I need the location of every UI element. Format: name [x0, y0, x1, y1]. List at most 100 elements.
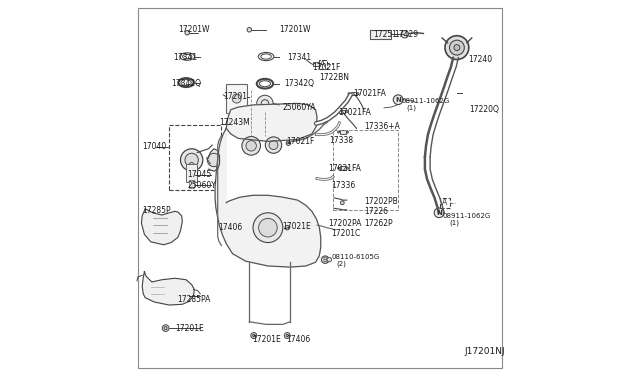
Text: 17201C: 17201C: [331, 229, 360, 238]
Polygon shape: [142, 272, 195, 305]
Bar: [229, 121, 236, 127]
Circle shape: [269, 141, 278, 150]
Polygon shape: [227, 103, 317, 141]
Circle shape: [394, 95, 403, 105]
Circle shape: [259, 218, 277, 237]
Circle shape: [207, 153, 221, 167]
Circle shape: [185, 31, 189, 35]
Circle shape: [251, 333, 257, 339]
Circle shape: [327, 257, 332, 262]
Bar: [339, 110, 346, 113]
Circle shape: [346, 131, 349, 133]
Text: 17342Q: 17342Q: [285, 79, 315, 88]
Text: 17220Q: 17220Q: [468, 105, 499, 114]
Text: 17226: 17226: [364, 207, 388, 216]
Text: 08110-6105G: 08110-6105G: [331, 254, 380, 260]
Bar: [170, 125, 221, 190]
Text: 17021F: 17021F: [286, 137, 314, 146]
Text: N: N: [436, 210, 442, 216]
Circle shape: [434, 208, 444, 218]
Text: B: B: [323, 257, 328, 263]
Bar: [351, 92, 356, 95]
Bar: [370, 30, 390, 39]
Text: 17201E: 17201E: [175, 324, 204, 333]
Bar: [333, 130, 397, 210]
Circle shape: [232, 94, 241, 103]
Text: 17201W: 17201W: [279, 25, 310, 34]
Text: A: A: [321, 60, 326, 69]
Text: 17285PA: 17285PA: [177, 295, 210, 304]
Text: 17202PB: 17202PB: [364, 197, 397, 206]
Circle shape: [346, 167, 349, 169]
Text: N: N: [395, 97, 401, 103]
Bar: [312, 62, 319, 66]
Circle shape: [257, 95, 273, 112]
Circle shape: [253, 213, 283, 243]
Text: 17251: 17251: [373, 30, 397, 39]
Circle shape: [189, 163, 195, 169]
Circle shape: [247, 28, 252, 32]
Circle shape: [348, 93, 350, 95]
Text: 17201: 17201: [223, 92, 247, 101]
Circle shape: [449, 40, 465, 55]
Text: (2): (2): [337, 261, 346, 267]
Text: 17201W: 17201W: [178, 25, 209, 34]
Circle shape: [180, 149, 203, 171]
Text: (1): (1): [449, 220, 460, 227]
Circle shape: [454, 45, 460, 51]
Text: 17202PA: 17202PA: [328, 219, 362, 228]
Bar: [186, 164, 197, 182]
Text: 17243M: 17243M: [219, 118, 250, 126]
Text: 25060Y: 25060Y: [187, 181, 216, 190]
Text: 17201E: 17201E: [252, 335, 281, 344]
Bar: [340, 130, 346, 134]
Circle shape: [401, 31, 408, 38]
Circle shape: [242, 137, 260, 155]
Text: 17342Q: 17342Q: [172, 79, 201, 88]
Text: 08911-1062G: 08911-1062G: [401, 98, 449, 104]
Text: 17336: 17336: [331, 181, 355, 190]
Polygon shape: [209, 149, 220, 171]
Bar: [189, 180, 195, 188]
Text: A: A: [442, 198, 447, 207]
Polygon shape: [215, 128, 321, 267]
Text: 17341: 17341: [287, 53, 312, 62]
Circle shape: [246, 141, 257, 151]
Text: 17040: 17040: [142, 142, 166, 151]
Text: 08911-1062G: 08911-1062G: [443, 213, 491, 219]
Circle shape: [266, 137, 282, 153]
Text: 17406: 17406: [286, 335, 310, 344]
Text: 17338: 17338: [329, 136, 353, 145]
Text: 17341: 17341: [173, 53, 197, 62]
Circle shape: [445, 36, 468, 60]
Text: 17021FA: 17021FA: [353, 89, 387, 98]
Circle shape: [286, 141, 291, 145]
Text: 17021E: 17021E: [282, 222, 311, 231]
Circle shape: [346, 110, 348, 113]
Text: (1): (1): [406, 105, 416, 111]
Text: 17285P: 17285P: [142, 206, 171, 215]
Circle shape: [284, 333, 291, 339]
Circle shape: [337, 167, 340, 169]
Text: 17429: 17429: [394, 30, 419, 39]
Text: 17021FA: 17021FA: [338, 108, 371, 117]
Circle shape: [185, 153, 198, 167]
Bar: [340, 166, 346, 170]
Text: 17021FA: 17021FA: [328, 164, 361, 173]
Circle shape: [337, 131, 340, 133]
Circle shape: [163, 325, 169, 331]
Text: 17406: 17406: [218, 223, 243, 232]
Text: 17240: 17240: [468, 55, 492, 64]
Circle shape: [321, 256, 329, 263]
Text: 1722BN: 1722BN: [319, 73, 349, 82]
Text: 17336+A: 17336+A: [364, 122, 400, 131]
Polygon shape: [141, 209, 182, 245]
Text: 17045: 17045: [187, 170, 211, 179]
Text: J17201NJ: J17201NJ: [465, 347, 505, 356]
Text: 17262P: 17262P: [364, 219, 392, 228]
Circle shape: [357, 93, 359, 95]
Circle shape: [337, 110, 339, 113]
Circle shape: [340, 201, 344, 205]
Text: 25060YA: 25060YA: [283, 103, 316, 112]
Bar: [227, 84, 246, 113]
